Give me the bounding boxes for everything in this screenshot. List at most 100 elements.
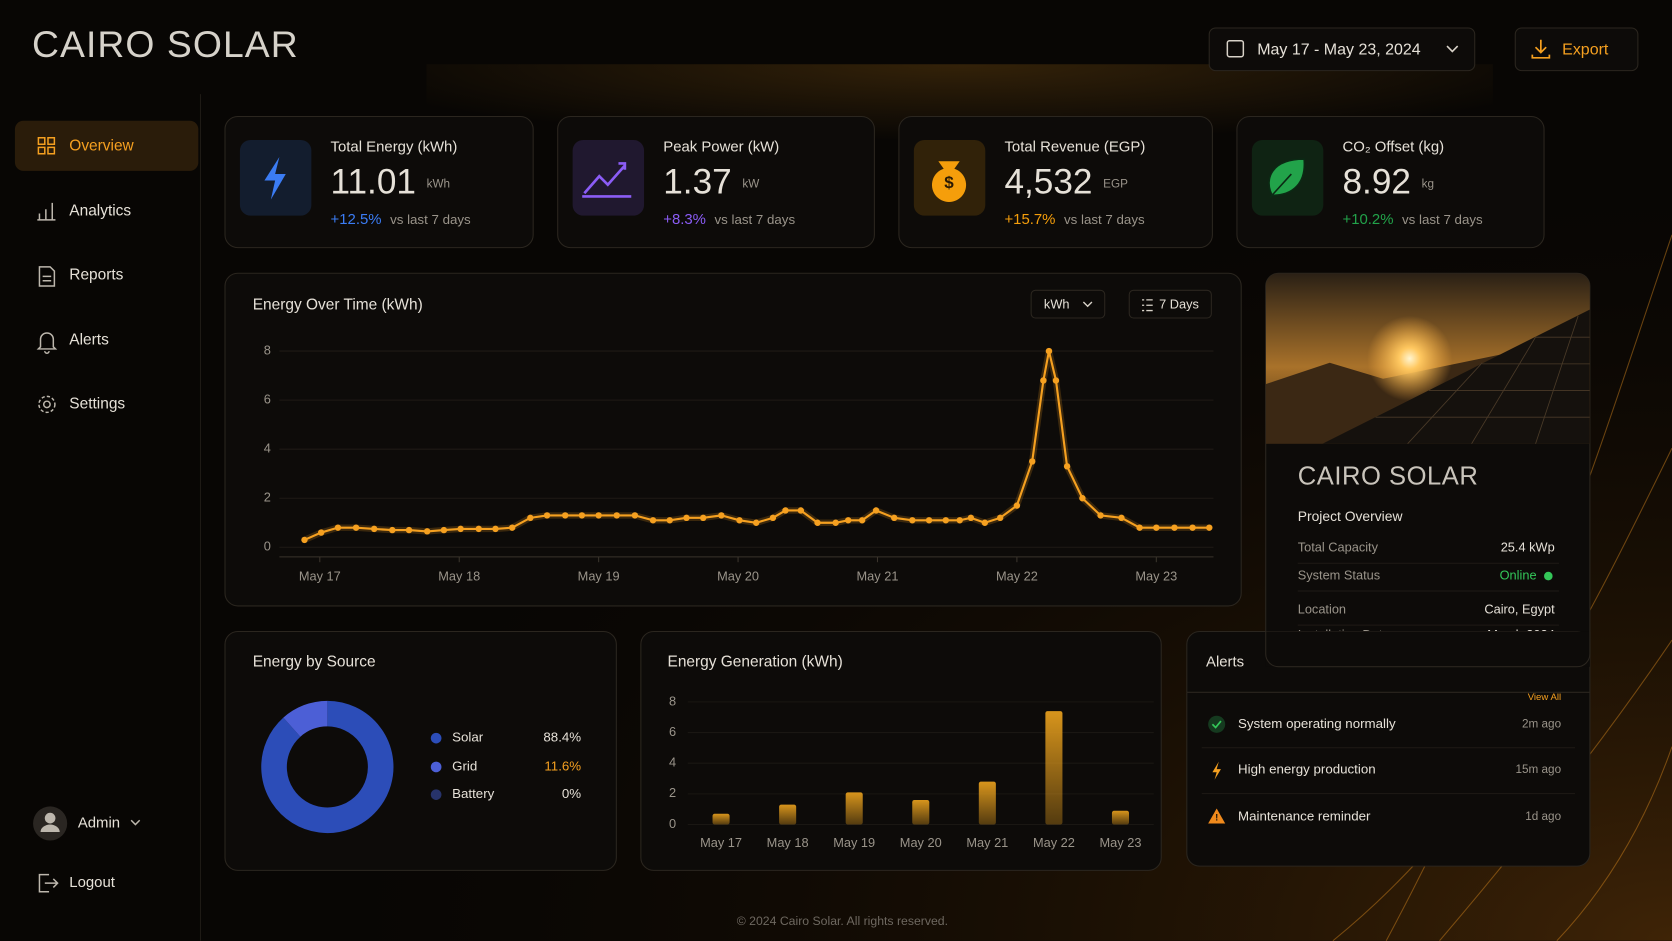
point <box>925 517 933 524</box>
point <box>1171 524 1178 531</box>
alert-time: 15m ago <box>1515 763 1561 776</box>
active-highlight <box>14 120 199 171</box>
point <box>872 507 880 514</box>
nav-item[interactable]: Overview <box>69 137 134 154</box>
warning-mark: ! <box>1215 813 1218 824</box>
point <box>956 517 963 524</box>
chevron <box>130 819 141 826</box>
kpi-change-value: +15.7% <box>1004 211 1055 228</box>
kpi-card <box>898 115 1213 249</box>
chart-title: Energy Over Time (kWh) <box>253 296 423 313</box>
x-tick-label: May 17 <box>299 569 341 584</box>
status-dot <box>1544 571 1553 581</box>
decor-line <box>1556 746 1672 941</box>
donut-chart: Solar 88.4% Grid 11.6% Battery 0% <box>261 700 581 834</box>
point <box>736 517 743 524</box>
kpi-title: Peak Power (kW) <box>663 138 779 155</box>
kpi-icon-box <box>572 139 645 216</box>
point <box>492 525 499 533</box>
point <box>1206 524 1213 531</box>
kpi-change: +12.5% vs last 7 days <box>331 211 472 228</box>
point <box>996 514 1004 522</box>
x-tick-label: May 20 <box>717 569 759 584</box>
bar <box>845 792 863 825</box>
point <box>769 514 777 522</box>
point <box>718 512 725 519</box>
chart-title: Energy by Source <box>253 654 376 671</box>
user-name[interactable]: Admin <box>78 814 120 831</box>
detail-label: System Status <box>1298 567 1380 582</box>
x-tick-label: May 22 <box>1033 835 1075 850</box>
alerts-title: Alerts <box>1206 653 1244 670</box>
legend-value: 11.6% <box>544 758 581 773</box>
point <box>457 525 464 533</box>
alert-text[interactable]: System operating normally <box>1238 716 1396 731</box>
bar <box>978 781 996 825</box>
view-all[interactable]: View All <box>1528 692 1561 703</box>
bolt-icon <box>1212 761 1221 780</box>
point <box>440 526 448 534</box>
kpi-value: 1.37 kW <box>663 163 760 202</box>
point <box>1052 377 1060 384</box>
nav-item[interactable]: Settings <box>69 395 125 412</box>
kpi-number: 4,532 <box>1004 163 1092 202</box>
bar-chart: 0 2 4 6 8 May 17 May 18 May 19 May 20 May 21 May 2… <box>669 693 1154 850</box>
alert-list: System operating normally 2m ago High ener… <box>1186 691 1590 824</box>
kpi-title: Total Energy (kWh) <box>331 138 458 155</box>
legend-swatch <box>430 761 442 773</box>
x-tick-label: May 19 <box>833 835 875 850</box>
point <box>1029 458 1036 465</box>
legend-swatch <box>430 732 442 744</box>
y-tick-label: 2 <box>669 785 676 800</box>
nav-item[interactable]: Reports <box>69 266 123 283</box>
kpi-card <box>557 115 875 249</box>
point <box>301 536 308 544</box>
point <box>613 512 620 519</box>
point <box>1079 495 1086 502</box>
logout[interactable]: Logout <box>69 874 115 891</box>
point <box>683 514 690 522</box>
detail-value: 25.4 kWp <box>1501 540 1555 555</box>
y-tick-label: 6 <box>669 724 676 739</box>
kpi-change-note: vs last 7 days <box>390 211 471 226</box>
point <box>981 519 989 526</box>
panel-line <box>1471 336 1536 444</box>
point <box>1013 502 1021 509</box>
point <box>1189 524 1196 531</box>
x-tick-label: May 18 <box>438 569 480 584</box>
x-tick-label: May 21 <box>966 835 1008 850</box>
point <box>509 524 516 531</box>
export-button[interactable] <box>1514 27 1639 72</box>
kpi-value: 4,532 EGP <box>1004 163 1128 202</box>
legend-swatch <box>430 789 442 800</box>
alert-text[interactable]: Maintenance reminder <box>1238 809 1371 824</box>
point <box>527 514 534 522</box>
chevron <box>1082 301 1093 308</box>
unit-select[interactable] <box>1030 289 1106 319</box>
kpi-icon <box>931 161 967 202</box>
chart-title: Energy Generation (kWh) <box>668 654 843 671</box>
point <box>797 507 805 514</box>
alert-text[interactable]: High energy production <box>1238 762 1376 777</box>
bar <box>1045 711 1063 825</box>
donut-segment <box>283 700 328 738</box>
date-picker[interactable] <box>1208 27 1476 72</box>
kpi-card <box>1236 115 1545 249</box>
point <box>1045 347 1053 355</box>
kpi-change-note: vs last 7 days <box>1402 211 1483 226</box>
range-select-label[interactable]: 7 Days <box>1159 297 1199 312</box>
bar <box>1111 810 1130 825</box>
point <box>909 517 916 524</box>
point <box>561 512 569 519</box>
panel-line <box>1407 362 1483 444</box>
unit-select-label[interactable]: kWh <box>1044 297 1070 312</box>
reports-icon <box>38 266 56 287</box>
point <box>352 524 360 531</box>
x-tick-label: May 20 <box>900 835 942 850</box>
kpi-change: +15.7% vs last 7 days <box>1004 211 1145 228</box>
kpi-number: 11.01 <box>331 163 416 202</box>
sidebar: Overview Analytics Reports Alerts Settings <box>14 120 199 412</box>
point <box>389 526 396 534</box>
nav-item[interactable]: Analytics <box>69 202 131 219</box>
nav-item[interactable]: Alerts <box>69 331 109 348</box>
